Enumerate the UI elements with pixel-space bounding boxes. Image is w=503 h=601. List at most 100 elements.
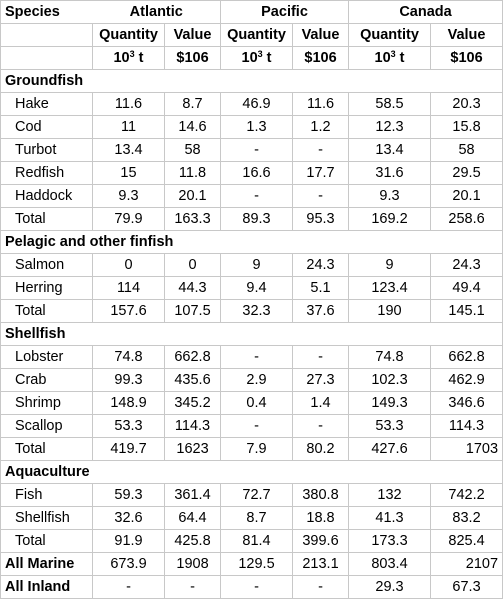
header-row-regions: Species Atlantic Pacific Canada [0, 0, 503, 24]
table-cell: - [292, 575, 350, 599]
table-row: Hake 11.6 8.7 46.9 11.6 58.5 20.3 [0, 92, 503, 116]
table-cell: - [292, 184, 350, 208]
table-cell: 7.9 [220, 437, 294, 461]
row-label: Shrimp [0, 391, 93, 415]
table-cell: 9.3 [348, 184, 432, 208]
table-cell: 114 [92, 276, 165, 300]
pacific-quantity-header: Quantity [220, 23, 294, 47]
table-cell: 145.1 [430, 299, 503, 323]
atlantic-value-unit: $106 [163, 46, 222, 70]
table-cell: 80.2 [292, 437, 350, 461]
table-cell: 31.6 [348, 161, 432, 185]
table-cell: 114.3 [163, 414, 222, 438]
table-cell: 2107 [430, 552, 503, 576]
table-cell: 662.8 [163, 345, 222, 369]
table-cell: 14.6 [163, 115, 222, 139]
table-cell: 74.8 [92, 345, 165, 369]
table-cell: 0 [92, 253, 165, 277]
table-cell: 9.3 [92, 184, 165, 208]
table-cell: 11.6 [292, 92, 350, 116]
table-cell: 72.7 [220, 483, 294, 507]
table-cell: 53.3 [348, 414, 432, 438]
table-cell: 114.3 [430, 414, 503, 438]
section-header-row: Pelagic and other finfish [0, 230, 503, 254]
table-cell: 32.6 [92, 506, 165, 530]
canada-value-header: Value [430, 23, 503, 47]
table-cell: 24.3 [292, 253, 350, 277]
table-cell: 0 [163, 253, 222, 277]
table-row: Scallop 53.3 114.3- -53.3 114.3 [0, 414, 503, 438]
table-cell: - [220, 138, 294, 162]
table-cell: 803.4 [348, 552, 432, 576]
row-label: Turbot [0, 138, 93, 162]
table-cell: 1623 [163, 437, 222, 461]
row-label: Shellfish [0, 506, 93, 530]
row-label: Hake [0, 92, 93, 116]
table-cell: 107.5 [163, 299, 222, 323]
section-title: Shellfish [0, 322, 503, 346]
table-cell: 0.4 [220, 391, 294, 415]
table-cell: 53.3 [92, 414, 165, 438]
table-cell: 13.4 [348, 138, 432, 162]
section-title: Aquaculture [0, 460, 503, 484]
table-cell: 5.1 [292, 276, 350, 300]
table-row: Turbot 13.4 58- -13.4 58 [0, 138, 503, 162]
row-label: Haddock [0, 184, 93, 208]
table-cell: 29.3 [348, 575, 432, 599]
row-label: Scallop [0, 414, 93, 438]
table-cell: 1908 [163, 552, 222, 576]
row-label: Lobster [0, 345, 93, 369]
table-cell: 102.3 [348, 368, 432, 392]
table-cell: - [292, 138, 350, 162]
table-cell: 662.8 [430, 345, 503, 369]
table-cell: 1703 [430, 437, 503, 461]
table-cell: 32.3 [220, 299, 294, 323]
canada-quantity-unit: 103 t [348, 46, 432, 70]
table-cell: - [220, 345, 294, 369]
row-label: Total [0, 299, 93, 323]
header-row-units: 103 t $106 103 t $106 103 t $106 [0, 46, 503, 70]
table-cell: 427.6 [348, 437, 432, 461]
species-header: Species [0, 0, 93, 24]
table-cell: 673.9 [92, 552, 165, 576]
table-row: Salmon 0 0 9 24.3 9 24.3 [0, 253, 503, 277]
table-cell: 399.6 [292, 529, 350, 553]
table-cell: 91.9 [92, 529, 165, 553]
table-cell: 132 [348, 483, 432, 507]
table-cell: 12.3 [348, 115, 432, 139]
table-cell: 18.8 [292, 506, 350, 530]
table-cell: 9.4 [220, 276, 294, 300]
table-cell: 425.8 [163, 529, 222, 553]
table-cell: 13.4 [92, 138, 165, 162]
table-cell: 15.8 [430, 115, 503, 139]
table-row: Shellfish 32.6 64.4 8.7 18.8 41.3 83.2 [0, 506, 503, 530]
table-row: Total 79.9 163.3 89.3 95.3 169.2 258.6 [0, 207, 503, 231]
canada-quantity-header: Quantity [348, 23, 432, 47]
section-title: Pelagic and other finfish [0, 230, 503, 254]
pacific-quantity-unit: 103 t [220, 46, 294, 70]
atlantic-value-header: Value [163, 23, 222, 47]
table-row: Haddock 9.3 20.1- -9.3 20.1 [0, 184, 503, 208]
table-cell: 81.4 [220, 529, 294, 553]
table-cell: 89.3 [220, 207, 294, 231]
table-cell: 58 [163, 138, 222, 162]
table-cell: 11.6 [92, 92, 165, 116]
table-row: Cod 11 14.6 1.3 1.2 12.3 15.8 [0, 115, 503, 139]
table-cell: 15 [92, 161, 165, 185]
table-cell: 20.1 [430, 184, 503, 208]
table-cell: - [292, 414, 350, 438]
row-label: Redfish [0, 161, 93, 185]
table-cell: 213.1 [292, 552, 350, 576]
table-cell: 2.9 [220, 368, 294, 392]
table-cell: 1.2 [292, 115, 350, 139]
table-cell: 346.6 [430, 391, 503, 415]
table-cell: - [163, 575, 222, 599]
table-cell: - [220, 575, 294, 599]
table-cell: 169.2 [348, 207, 432, 231]
table-row: Lobster 74.8 662.8- -74.8 662.8 [0, 345, 503, 369]
table-cell: 1.4 [292, 391, 350, 415]
table-cell: - [220, 414, 294, 438]
table-cell: 44.3 [163, 276, 222, 300]
table-cell: 123.4 [348, 276, 432, 300]
